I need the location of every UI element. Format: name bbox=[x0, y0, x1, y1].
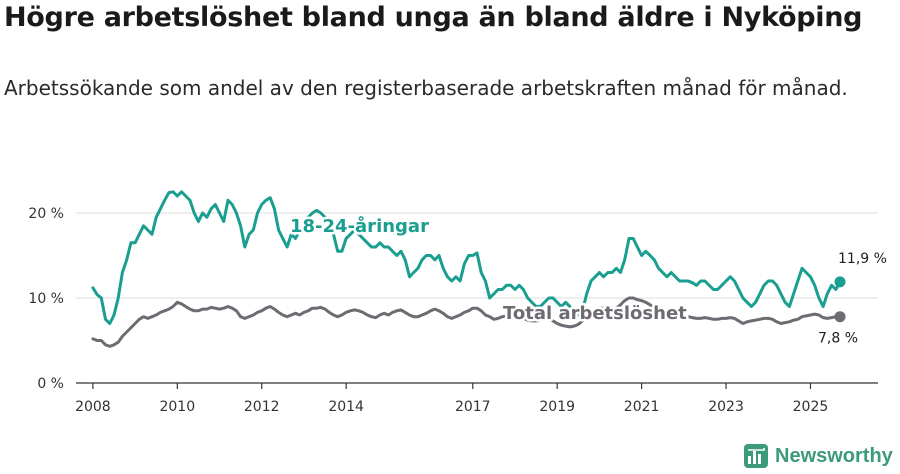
x-tick-label: 2025 bbox=[793, 399, 829, 415]
x-tick-label: 2021 bbox=[624, 399, 660, 415]
newsworthy-brand: Newsworthy bbox=[743, 441, 893, 471]
series-line-18-24 bbox=[91, 190, 842, 325]
series-label-total: Total arbetslöshet bbox=[503, 303, 687, 324]
label-layer: 11,9 %7,8 %18-24-åringar18-24-åringarTot… bbox=[288, 213, 887, 347]
y-tick-label: 10 % bbox=[28, 291, 64, 307]
x-tick-label: 2008 bbox=[75, 399, 111, 415]
end-value-label-18-24: 11,9 % bbox=[838, 251, 887, 267]
series-end-dot-18-24 bbox=[834, 276, 846, 288]
grid-layer: 0 % 10 % 20 % 2008 2010 2012 2014 2017 2019 2021 2… bbox=[28, 206, 878, 415]
series-line-total bbox=[91, 296, 842, 348]
series-label-18-24-halo: 18-24-åringar bbox=[290, 215, 429, 237]
x-tick-label: 2012 bbox=[244, 399, 280, 415]
y-tick-label: 20 % bbox=[28, 206, 64, 222]
x-tick-label: 2014 bbox=[328, 399, 364, 415]
series-end-dot-total bbox=[834, 311, 846, 323]
x-tick-label: 2010 bbox=[159, 399, 195, 415]
series-layer bbox=[91, 190, 846, 348]
chart-title: Högre arbetslöshet bland unga än bland ä… bbox=[4, 2, 863, 33]
y-tick-label: 0 % bbox=[37, 376, 64, 392]
x-tick-label: 2017 bbox=[455, 399, 491, 415]
x-tick-label: 2023 bbox=[708, 399, 744, 415]
series-label-18-24: 18-24-åringar bbox=[290, 215, 429, 237]
series-label-total-halo: Total arbetslöshet bbox=[503, 303, 687, 324]
x-tick-label: 2019 bbox=[539, 399, 575, 415]
brand-name: Newsworthy bbox=[775, 444, 893, 467]
chart-subtitle: Arbetssökande som andel av den registerb… bbox=[4, 76, 848, 100]
newsworthy-logo-icon bbox=[744, 444, 768, 468]
end-value-label-total: 7,8 % bbox=[818, 331, 858, 347]
